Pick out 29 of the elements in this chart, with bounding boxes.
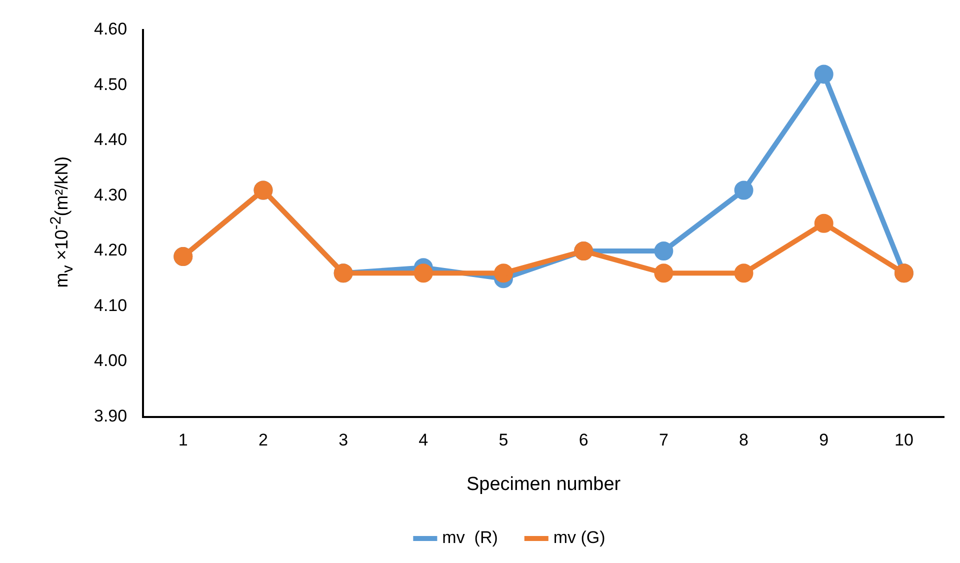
y-tick-label: 4.30: [94, 185, 128, 204]
y-tick-label: 4.00: [94, 351, 128, 370]
legend-label: mv (G): [553, 528, 606, 548]
y-tick-label: 4.20: [94, 240, 128, 260]
point: [654, 242, 674, 261]
x-tick-label: 4: [418, 430, 428, 450]
x-axis-title: Specimen number: [466, 474, 622, 495]
legend-label: mv (R): [442, 528, 498, 548]
point: [814, 214, 834, 233]
point: [734, 264, 754, 283]
point: [814, 64, 834, 84]
x-tick-label: 2: [258, 430, 268, 450]
point: [494, 264, 513, 283]
point: [414, 264, 433, 283]
x-tick-label: 6: [578, 430, 588, 450]
x-tick-label: 3: [338, 430, 348, 450]
y-tick-label: 4.50: [94, 74, 128, 94]
y-tick-label: 4.60: [94, 20, 128, 39]
point: [654, 264, 674, 283]
x-tick-label: 8: [739, 430, 749, 450]
y-tick-label: 3.90: [94, 406, 128, 426]
point: [734, 180, 754, 200]
x-tick-label: 5: [498, 430, 508, 450]
x-tick-label: 1: [178, 430, 188, 450]
y-tick-label: 4.40: [94, 130, 128, 150]
x-tick-label: 7: [658, 430, 668, 450]
x-tick-label: 9: [819, 430, 829, 450]
y-tick-label: 4.10: [94, 296, 128, 315]
x-tick-label: 10: [894, 430, 914, 450]
